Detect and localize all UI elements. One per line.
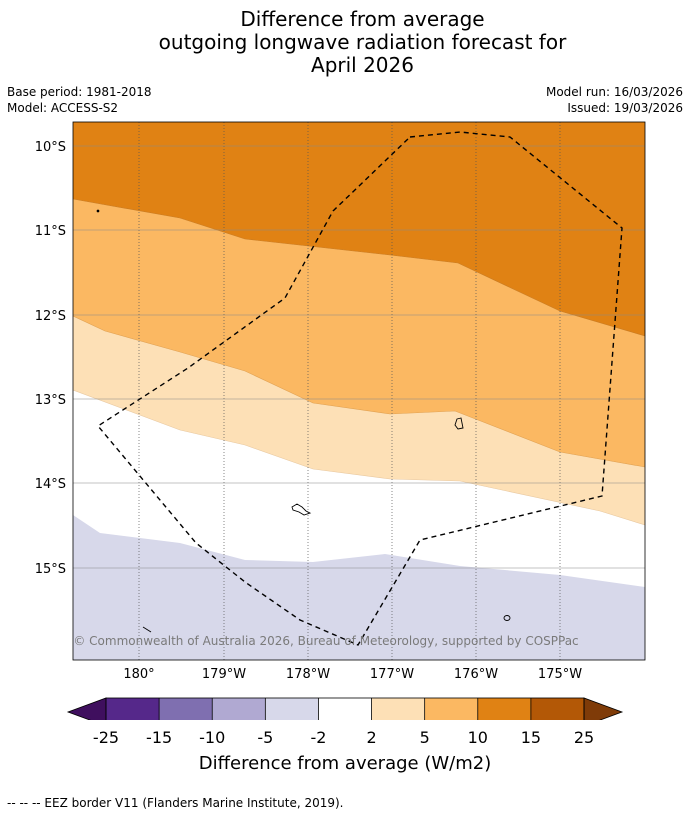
latitude-gridlines — [73, 145, 645, 569]
longitude-labels: 180° 179°W 178°W 177°W 176°W 175°W — [123, 667, 582, 682]
colorbar — [66, 697, 624, 720]
lat-label-15s: 15°S — [35, 562, 66, 577]
colorbar-tick-label: -15 — [146, 728, 173, 747]
colorbar-title: Difference from average (W/m2) — [198, 753, 492, 774]
map-plot-area: © Commonwealth of Australia 2026, Bureau… — [73, 122, 645, 660]
anomaly-band-minus5-minus2 — [73, 515, 645, 660]
lat-label-12s: 12°S — [35, 309, 66, 324]
lat-label-14s: 14°S — [35, 477, 66, 492]
colorbar-tick-label: -2 — [310, 728, 327, 747]
colorbar-extend-low — [66, 697, 107, 720]
model-run: Model run: 16/03/2026 — [545, 85, 683, 99]
island-futuna — [291, 503, 312, 516]
colorbar-bin-8 — [530, 698, 584, 720]
contour-line-2 — [73, 389, 645, 526]
attribution: © Commonwealth of Australia 2026, Bureau… — [73, 634, 578, 648]
chart-title: Difference from average outgoing longwav… — [0, 8, 690, 77]
anomaly-band-10-15 — [73, 122, 645, 336]
colorbar-outline — [105, 697, 585, 720]
map-figure: © Commonwealth of Australia 2026, Bureau… — [35, 121, 646, 720]
latitude-labels: 10°S 11°S 12°S 13°S 14°S 15°S — [35, 140, 66, 577]
lon-label-175w: 175°W — [538, 667, 582, 682]
lon-label-179w: 179°W — [202, 667, 246, 682]
meta-right: Model run: 16/03/2026 Issued: 19/03/2026 — [546, 84, 683, 116]
anomaly-band-5-10 — [73, 199, 645, 467]
model-name: Model: ACCESS-S2 — [7, 101, 119, 115]
island-dot — [96, 209, 100, 213]
colorbar-bin-1 — [159, 698, 213, 720]
colorbar-tick-label: 2 — [366, 728, 377, 747]
island-wallis — [454, 417, 464, 430]
meta-left: Base period: 1981-2018 Model: ACCESS-S2 — [7, 84, 152, 116]
colorbar-tick-label: -25 — [92, 728, 120, 747]
colorbar-bin-5 — [371, 698, 425, 720]
colorbar-bin-3 — [265, 698, 319, 720]
colorbar-tick-label: 25 — [573, 728, 595, 747]
island-niuafoou — [503, 615, 511, 621]
colorbar-tick-label: 5 — [419, 728, 430, 747]
colorbar-bin-4 — [318, 698, 372, 720]
title-line-3: April 2026 — [311, 53, 414, 77]
lat-label-13s: 13°S — [35, 393, 66, 408]
issued-date: Issued: 19/03/2026 — [567, 101, 683, 115]
map-frame — [72, 121, 646, 661]
lat-label-11s: 11°S — [35, 224, 66, 239]
colorbar-extend-high — [583, 697, 624, 720]
anomaly-band-2-5 — [73, 316, 645, 525]
colorbar-bin-0 — [106, 698, 160, 720]
title-line-2: outgoing longwave radiation forecast for — [158, 30, 567, 54]
colorbar-tick-label: 15 — [520, 728, 542, 747]
lat-label-10s: 10°S — [35, 140, 66, 155]
lon-label-176w: 176°W — [454, 667, 498, 682]
lon-label-177w: 177°W — [370, 667, 414, 682]
island-reef — [142, 626, 152, 633]
colorbar-bin-7 — [477, 698, 531, 720]
eez-footnote: -- -- -- EEZ border V11 (Flanders Marine… — [7, 796, 344, 810]
colorbar-bin-6 — [424, 698, 478, 720]
lon-label-180: 180° — [123, 667, 154, 682]
islands — [96, 209, 511, 633]
colorbar-tick-label: -10 — [199, 728, 226, 747]
colorbar-tick-label: 10 — [467, 728, 488, 747]
lon-label-178w: 178°W — [286, 667, 330, 682]
eez-border — [96, 131, 623, 646]
contour-line-5 — [73, 315, 645, 468]
base-period: Base period: 1981-2018 — [7, 85, 152, 99]
colorbar-tick-label: -5 — [257, 728, 274, 747]
colorbar-bin-2 — [212, 698, 266, 720]
title-line-1: Difference from average — [240, 7, 485, 31]
